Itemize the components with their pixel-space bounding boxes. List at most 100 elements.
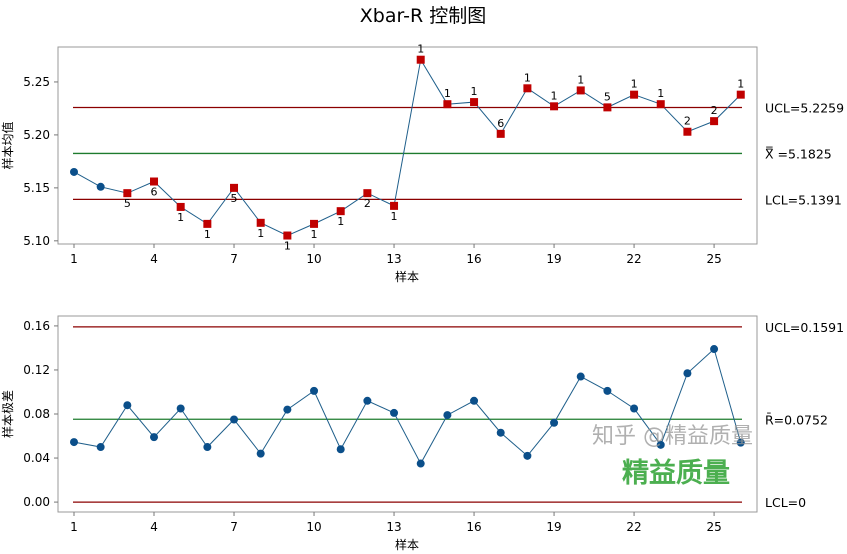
panel1-flag-label: 1	[311, 228, 318, 241]
panel2-data-point	[96, 443, 105, 452]
panel1-flagged-point	[656, 100, 665, 109]
panel1-flagged-point	[363, 189, 372, 198]
panel1-flag-label: 1	[177, 211, 184, 224]
panel1-flag-label: 1	[524, 71, 531, 84]
panel2-data-point	[443, 411, 452, 420]
panel1-flagged-point	[630, 90, 639, 99]
panel1-flag-label: 5	[231, 192, 238, 205]
panel1-y-tick-label: 5.25	[23, 75, 50, 89]
panel1-flag-label: 2	[711, 104, 718, 117]
panel1-series-line	[73, 58, 742, 237]
panel2-x-tick-label: 1	[70, 520, 78, 534]
panel2-data-point	[363, 396, 372, 405]
panel2-data-point	[523, 451, 532, 460]
panel2-x-tick-label: 7	[230, 520, 238, 534]
panel2-data-point	[256, 449, 265, 458]
panel2-data-point	[736, 438, 745, 447]
panel2-y-tick-label: 0.12	[23, 363, 50, 377]
panel1-flag-label: 1	[551, 89, 558, 102]
panel2-data-point	[683, 369, 692, 378]
panel1-flag-label: 1	[417, 43, 424, 56]
panel1-x-tick-label: 22	[626, 252, 641, 266]
panel2-data-point	[336, 445, 345, 454]
panel1-flagged-point	[576, 86, 585, 95]
panel1-flagged-point	[443, 100, 452, 109]
panel1-flag-label: 1	[284, 240, 291, 253]
panel1-x-axis-label: 样本	[395, 269, 419, 284]
panel1-x-tick-label: 1	[70, 252, 78, 266]
panel2-data-point	[496, 428, 505, 437]
panel2-ucl-label: UCL=0.1591	[765, 320, 844, 335]
panel1-flag-label: 6	[497, 117, 504, 130]
panel2-data-point	[470, 396, 479, 405]
panel1-flag-label: 5	[604, 90, 611, 103]
panel1-flagged-point	[523, 84, 532, 93]
panel1-x-tick-label: 25	[706, 252, 721, 266]
panel2-y-tick-label: 0.04	[23, 451, 50, 465]
panel1-flagged-point	[390, 201, 399, 210]
panel1-center-label: X̿ =5.1825	[765, 146, 832, 161]
panel2-lcl-label: LCL=0	[765, 495, 806, 510]
panel1-flagged-point	[416, 55, 425, 64]
panel1-frame	[57, 46, 758, 245]
panel1-x-tick-label: 19	[546, 252, 561, 266]
panel1-data-point	[96, 182, 105, 191]
panel1-flagged-point	[336, 207, 345, 216]
panel1-flagged-point	[683, 127, 692, 136]
panel2-series-line	[73, 348, 742, 465]
panel2-data-point	[656, 440, 665, 449]
panel1-y-tick-label: 5.15	[23, 181, 50, 195]
panel2-data-point	[390, 408, 399, 417]
panel1-y-tick-label: 5.10	[23, 234, 50, 248]
watermark-zhihu: 知乎 @精益质量	[592, 424, 753, 449]
panel2-data-point	[576, 372, 585, 381]
panel2-data-point	[710, 345, 719, 354]
panel1-flagged-point	[470, 98, 479, 107]
panel2-x-tick-label: 13	[386, 520, 401, 534]
panel1-flagged-point	[310, 219, 319, 228]
panel1-flagged-point	[176, 202, 185, 211]
panel2-data-point	[150, 433, 159, 442]
panel1-data-point	[70, 167, 78, 176]
panel1-x-tick-label: 10	[306, 252, 321, 266]
panel1-flag-label: 1	[737, 78, 744, 91]
panel1-flag-label: 2	[364, 197, 371, 210]
chart-title: Xbar-R 控制图	[360, 5, 486, 27]
panel2-data-point	[123, 401, 132, 410]
panel2-x-tick-label: 22	[626, 520, 641, 534]
panel1-flag-label: 6	[151, 186, 158, 199]
panel1-flag-label: 2	[684, 115, 691, 128]
panel1-flagged-point	[230, 183, 239, 192]
panel1-flag-label: 1	[631, 78, 638, 91]
panel1-flagged-point	[710, 117, 719, 126]
panel2-data-point	[603, 386, 612, 395]
panel1-flag-label: 1	[444, 87, 451, 100]
panel2-data-point	[230, 415, 239, 424]
panel2-data-point	[203, 443, 212, 452]
panel1-lcl-label: LCL=5.1391	[765, 192, 842, 207]
panel2-x-tick-label: 16	[466, 520, 481, 534]
panel1-flag-label: 1	[471, 85, 478, 98]
panel2-data-point	[283, 405, 292, 414]
panel1-flag-label: 1	[204, 228, 211, 241]
panel2-x-tick-label: 4	[150, 520, 158, 534]
panel2-x-tick-label: 25	[706, 520, 721, 534]
panel2-y-tick-label: 0.16	[23, 319, 50, 333]
panel1-flag-label: 5	[124, 197, 131, 210]
panel2-center-label: R̄=0.0752	[765, 412, 828, 427]
panel2-data-point	[70, 438, 78, 447]
panel1-flag-label: 1	[257, 227, 264, 240]
panel1-x-tick-label: 13	[386, 252, 401, 266]
panel1-flagged-point	[603, 103, 612, 112]
panel1-ucl-label: UCL=5.2259	[765, 100, 844, 115]
panel1-y-axis-label: 样本均值	[0, 121, 15, 169]
panel1-flag-label: 1	[391, 210, 398, 223]
panel2-x-tick-label: 19	[546, 520, 561, 534]
panel2-data-point	[310, 386, 319, 395]
panel1-flagged-point	[736, 90, 745, 99]
panel2-x-axis-label: 样本	[395, 537, 419, 552]
panel1-flagged-point	[283, 231, 292, 240]
panel1-flagged-point	[496, 129, 505, 138]
panel1-flag-label: 1	[657, 87, 664, 100]
